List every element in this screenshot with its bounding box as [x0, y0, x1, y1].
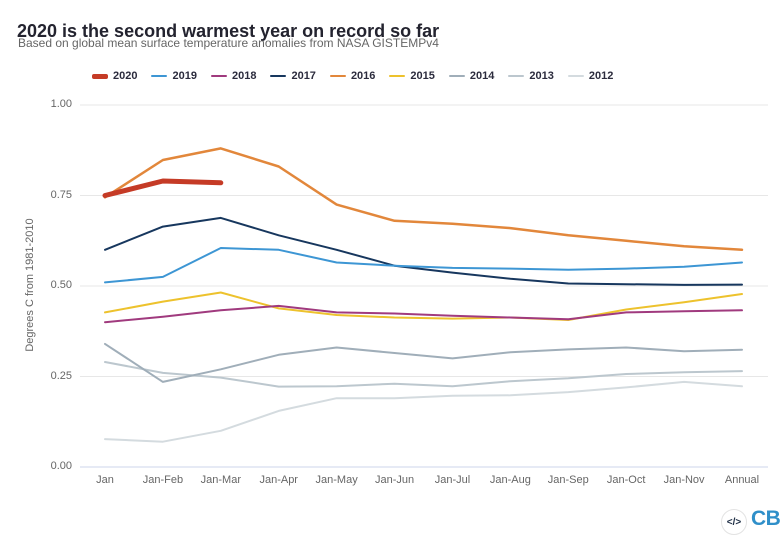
- legend-swatch-2012: [567, 74, 584, 78]
- series-line-2014[interactable]: [104, 342, 743, 383]
- y-tick-label-0.25: 0.25: [50, 369, 72, 382]
- y-tick-label-0.00: 0.00: [50, 460, 72, 472]
- carbon-brief-logo[interactable]: CB: [751, 507, 780, 530]
- chart-legend: 2020 2019 2018 2017 2016 2015 2014 2013 2012: [92, 70, 613, 82]
- x-tick-label-Jan-Aug: Jan-Aug: [489, 474, 531, 486]
- legend-item-2014[interactable]: 2014: [448, 70, 495, 82]
- legend-item-2018[interactable]: 2018: [210, 70, 257, 82]
- legend-label-2014: 2014: [469, 70, 495, 82]
- legend-item-2020[interactable]: 2020: [92, 70, 137, 82]
- legend-label-2016: 2016: [350, 70, 376, 82]
- legend-swatch-2018: [210, 74, 227, 78]
- series-line-2019[interactable]: [104, 247, 743, 284]
- series-line-2013[interactable]: [104, 361, 743, 388]
- legend-swatch-2019: [151, 74, 168, 78]
- x-tick-label-Jan-Sep: Jan-Sep: [547, 474, 589, 486]
- legend-label-2017: 2017: [291, 70, 316, 82]
- legend-label-2012: 2012: [588, 70, 614, 82]
- legend-label-2013: 2013: [529, 70, 554, 82]
- x-tick-label-Jan-Feb: Jan-Feb: [142, 474, 184, 486]
- series-line-2016[interactable]: [103, 147, 744, 252]
- legend-swatch-2014: [448, 74, 465, 78]
- y-tick-label-1.00: 1.00: [50, 98, 72, 110]
- legend-item-2013[interactable]: 2013: [508, 70, 554, 82]
- series-line-2018[interactable]: [104, 304, 743, 324]
- x-tick-label-Jan: Jan: [96, 474, 114, 486]
- legend-swatch-2020: [92, 73, 108, 79]
- legend-item-2019[interactable]: 2019: [151, 70, 197, 82]
- legend-label-2015: 2015: [410, 70, 435, 82]
- legend-label-2018: 2018: [231, 70, 257, 82]
- x-tick-label-Jan-Nov: Jan-Nov: [663, 474, 705, 486]
- x-tick-label-Jan-Jul: Jan-Jul: [434, 474, 471, 486]
- x-tick-label-Annual: Annual: [724, 474, 760, 486]
- series-line-2017[interactable]: [104, 216, 743, 286]
- legend-swatch-2017: [270, 74, 287, 78]
- legend-label-2020: 2020: [113, 70, 138, 82]
- x-tick-label-Jan-Jun: Jan-Jun: [374, 474, 415, 486]
- x-tick-label-Jan-Apr: Jan-Apr: [259, 474, 298, 486]
- legend-item-2016[interactable]: 2016: [329, 70, 376, 82]
- series-line-2020[interactable]: [102, 178, 224, 198]
- legend-item-2015[interactable]: 2015: [389, 70, 435, 82]
- embed-code-icon[interactable]: </>: [721, 509, 747, 535]
- series-line-2012[interactable]: [104, 380, 743, 443]
- legend-item-2012[interactable]: 2012: [567, 70, 614, 82]
- legend-swatch-2015: [389, 74, 406, 78]
- page-title: 2020 is the second warmest year on recor…: [17, 21, 440, 42]
- x-tick-label-Jan-May: Jan-May: [315, 474, 358, 486]
- y-tick-label-0.75: 0.75: [50, 188, 72, 201]
- y-tick-label-0.50: 0.50: [50, 279, 72, 291]
- legend-label-2019: 2019: [172, 70, 197, 82]
- x-tick-label-Jan-Mar: Jan-Mar: [200, 474, 241, 486]
- series-line-2015[interactable]: [104, 291, 743, 321]
- chart-subtitle: Based on global mean surface temperature…: [18, 36, 439, 50]
- legend-item-2017[interactable]: 2017: [270, 70, 316, 82]
- legend-swatch-2013: [508, 74, 525, 78]
- x-tick-label-Jan-Oct: Jan-Oct: [606, 474, 646, 486]
- legend-swatch-2016: [329, 74, 346, 78]
